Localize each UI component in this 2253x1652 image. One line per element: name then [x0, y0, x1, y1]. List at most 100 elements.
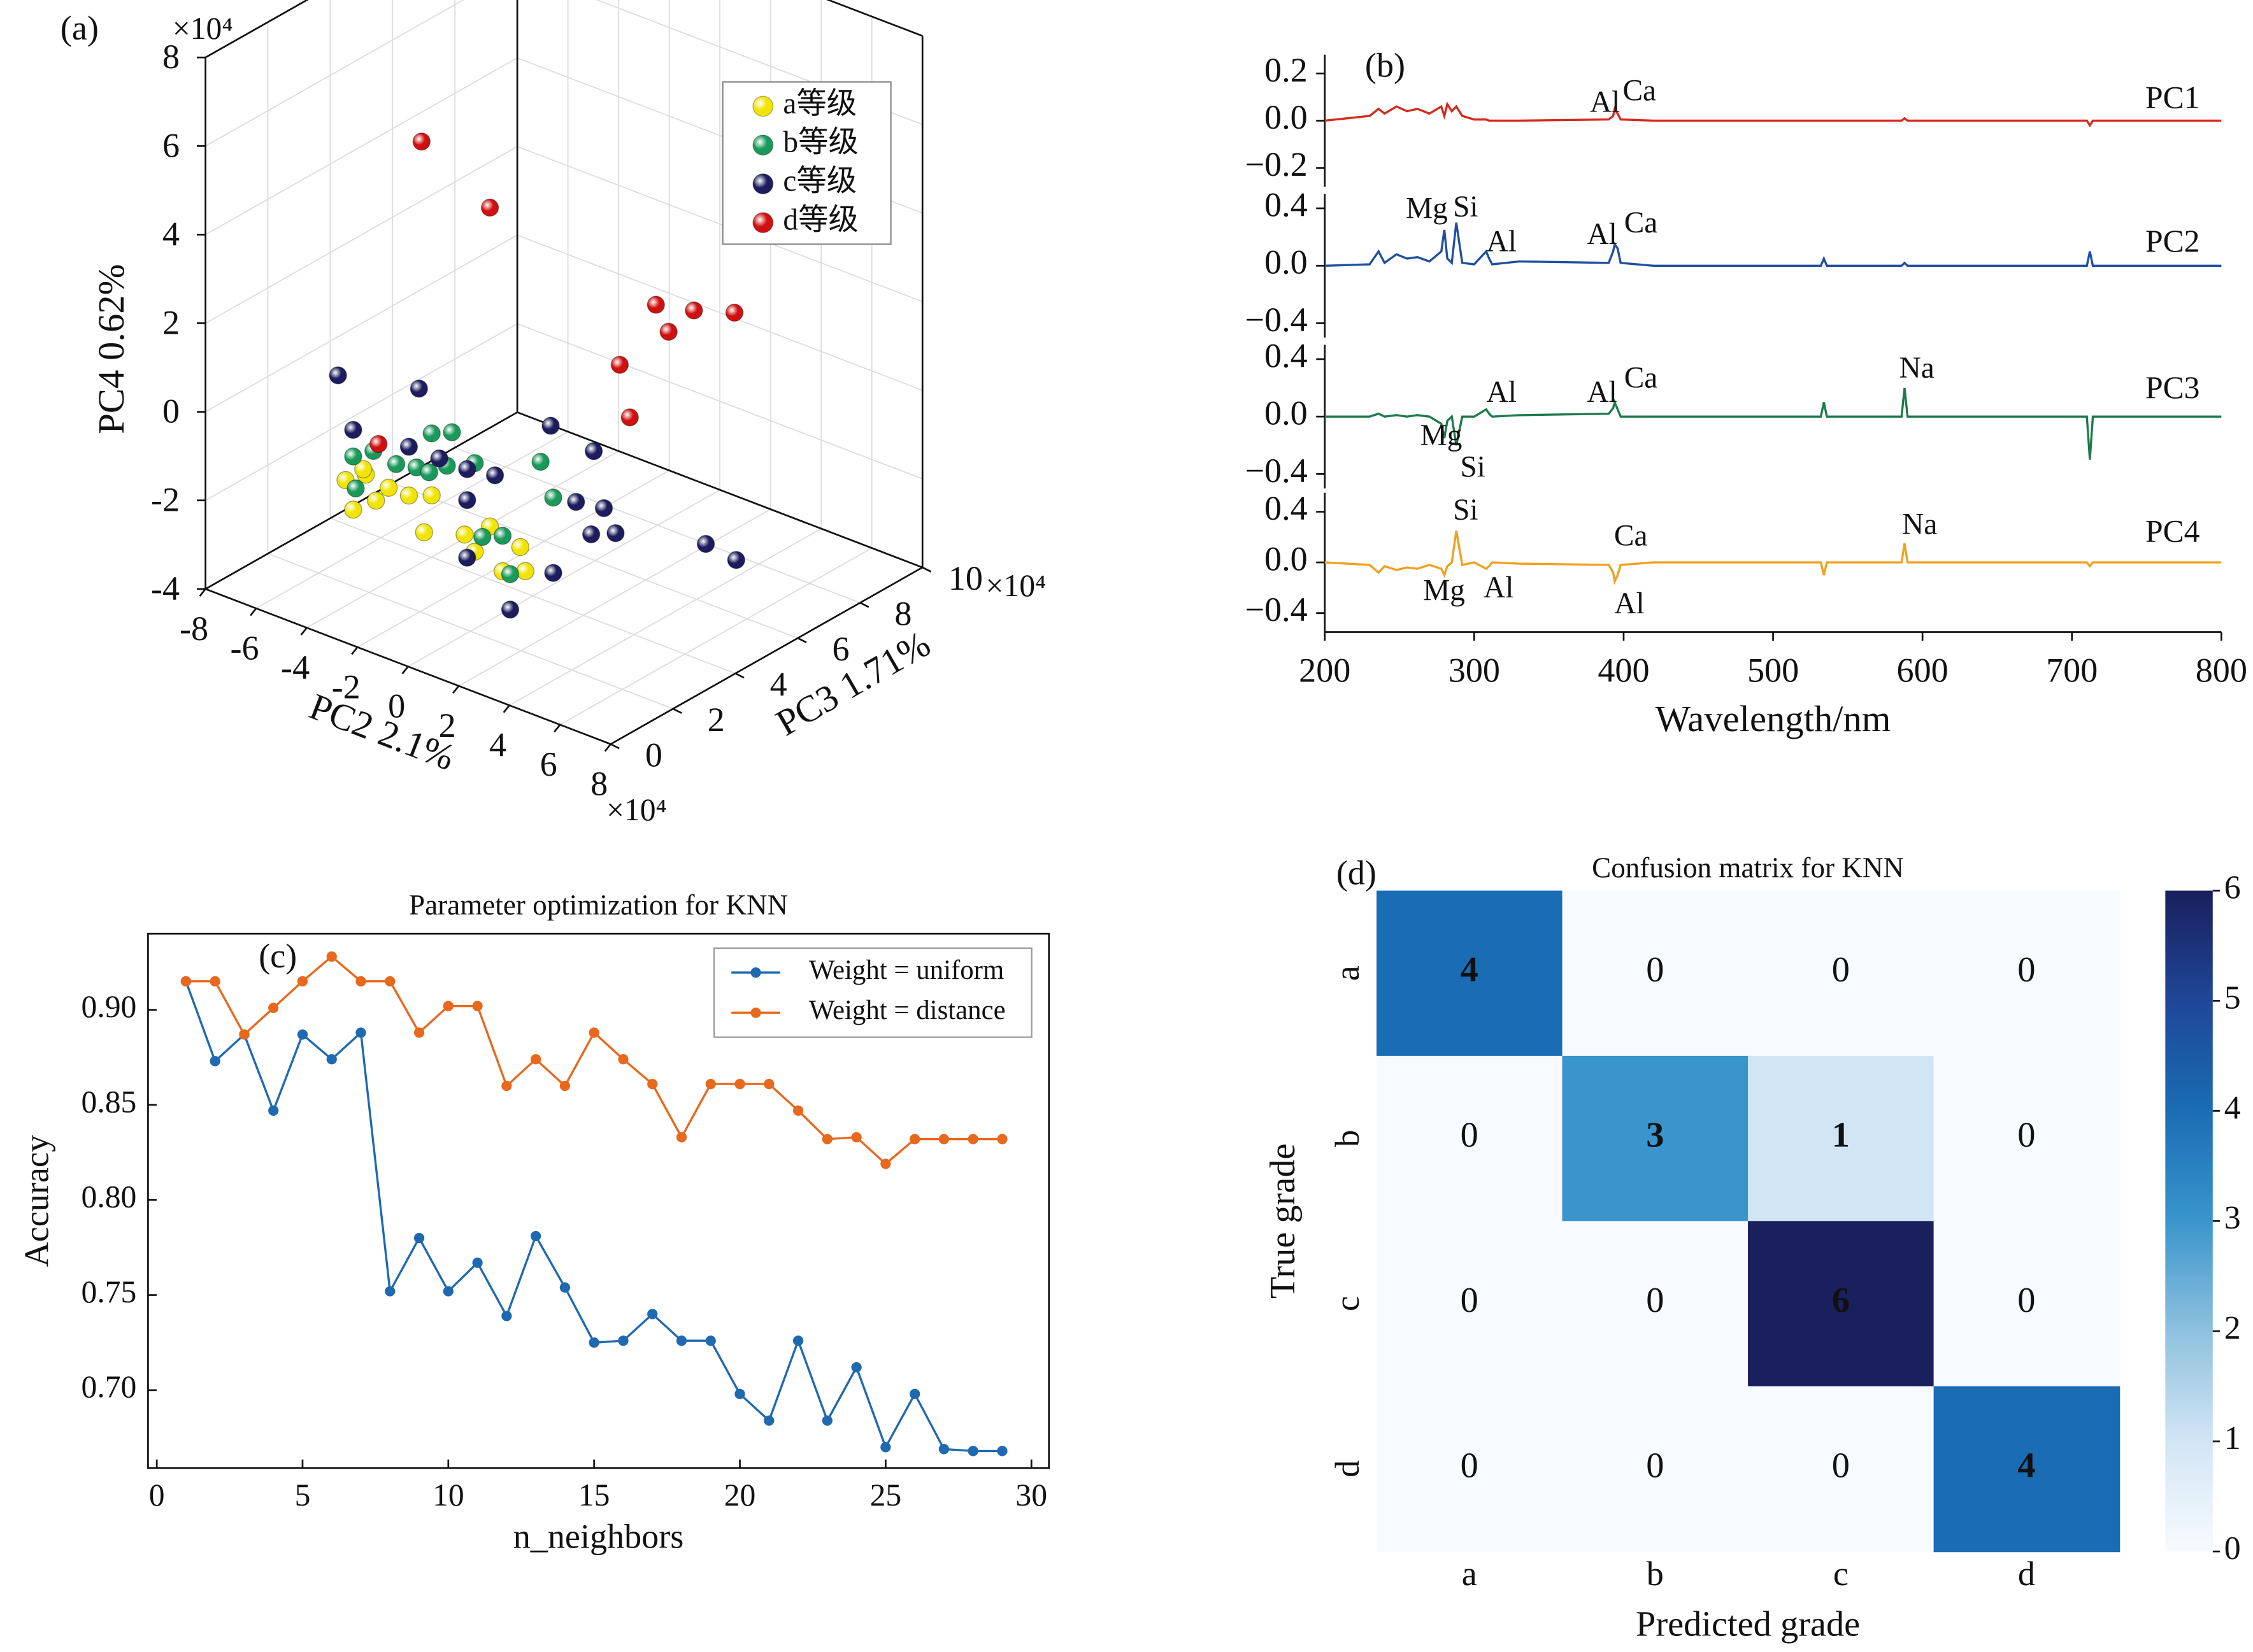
y-tick-label: 0.4 [1264, 336, 1308, 374]
x-tick-label: -2 [332, 667, 361, 706]
x-tick-label: 0 [149, 1478, 165, 1513]
cell-label: 0 [1646, 950, 1664, 990]
marker [501, 1080, 512, 1092]
marker [968, 1134, 978, 1144]
y-tick-label: −0.4 [1245, 590, 1308, 629]
marker [647, 1078, 658, 1090]
marker [297, 976, 308, 986]
legend-label: b等级 [783, 126, 858, 159]
annotation: Na [1899, 352, 1934, 385]
point [582, 525, 601, 544]
point [379, 478, 398, 497]
cell-label: 0 [1832, 1446, 1850, 1485]
x-tick-label: 20 [724, 1478, 756, 1513]
cell-label: 4 [2017, 1446, 2035, 1485]
point [501, 565, 520, 583]
point [567, 492, 585, 511]
cell [1562, 1386, 1749, 1553]
grid-line [205, 0, 308, 59]
y-tick-label: −0.4 [1245, 452, 1308, 490]
annotation: Na [1902, 508, 1937, 541]
tick [199, 588, 206, 597]
cell-label: 0 [1461, 1281, 1478, 1320]
annotation: Mg [1420, 419, 1463, 452]
axis-edge [205, 588, 612, 745]
point [544, 564, 562, 582]
annotation: Mg [1406, 192, 1448, 225]
annotation: Al [1614, 587, 1644, 620]
marker [822, 1415, 833, 1426]
grid-line [517, 323, 923, 480]
y-tick-label: c [1328, 1296, 1366, 1311]
marker [501, 1311, 512, 1321]
y-tick-label: d [1328, 1460, 1366, 1478]
line [185, 981, 1003, 1453]
marker [968, 1446, 978, 1456]
axis-edge [610, 566, 923, 745]
tick [797, 637, 807, 643]
series-label: PC3 [2145, 370, 2199, 405]
point [399, 486, 418, 505]
cell [1376, 1386, 1563, 1553]
y-tick-label: 0.2 [1264, 51, 1308, 89]
tick [554, 724, 561, 733]
legend-label: Weight = uniform [809, 955, 1004, 985]
z-tick-label: 2 [162, 303, 180, 341]
z-axis-label: PC4 0.62% [90, 264, 132, 434]
marker [764, 1078, 775, 1090]
point [410, 380, 429, 398]
legend-marker [750, 967, 761, 978]
point [610, 355, 629, 374]
cell-label: 3 [1646, 1116, 1664, 1155]
grid-line [205, 234, 518, 413]
point [511, 538, 530, 557]
annotation: Ca [1614, 520, 1648, 553]
point [387, 455, 406, 473]
marker [997, 1134, 1008, 1144]
point [685, 301, 703, 320]
cell-label: 0 [1461, 1446, 1478, 1485]
grid-line [517, 234, 923, 391]
x-tick-label: 30 [1015, 1478, 1047, 1513]
x-tick-label: 6 [540, 745, 557, 783]
cell [1562, 1055, 1749, 1222]
x-offset: ×10⁴ [606, 792, 667, 827]
x-tick-label: c [1833, 1555, 1849, 1593]
x-tick-label: 700 [2046, 651, 2098, 689]
axis-edge [826, 0, 923, 37]
marker [792, 1105, 804, 1116]
x-tick-label: 600 [1897, 651, 1949, 689]
series-label: PC1 [2145, 80, 2199, 115]
series-label: PC2 [2145, 224, 2199, 259]
point [620, 408, 639, 427]
marker [618, 1335, 629, 1346]
x-tick-label: 500 [1747, 651, 1799, 689]
cell [1933, 1055, 2121, 1222]
y-axis-label: True grade [1263, 1143, 1303, 1299]
annotation: Al [1484, 571, 1513, 604]
point [420, 463, 438, 481]
tick [250, 608, 257, 616]
point [344, 500, 362, 519]
legend-label: a等级 [783, 87, 857, 120]
x-tick-label: 0 [388, 687, 405, 725]
point [458, 548, 476, 567]
z-tick-label: 4 [162, 215, 180, 253]
colorbar-tick-label: 4 [2224, 1090, 2241, 1126]
panel-label: (b) [1365, 46, 1405, 85]
annotation: Si [1453, 190, 1478, 224]
legend-label: d等级 [783, 204, 858, 237]
y-tick-label: b [1328, 1130, 1366, 1147]
grid-line [255, 431, 569, 609]
tick [734, 673, 745, 679]
point [458, 460, 476, 478]
cell-label: 6 [1832, 1281, 1850, 1320]
x-tick-label: 2 [439, 706, 456, 744]
marker [268, 1105, 279, 1116]
x-axis-label: PC2 2.1% [304, 685, 460, 778]
marker [589, 1027, 599, 1038]
cell-label: 1 [1832, 1116, 1850, 1155]
marker [589, 1337, 599, 1348]
line [1324, 101, 2222, 128]
point [344, 447, 362, 466]
